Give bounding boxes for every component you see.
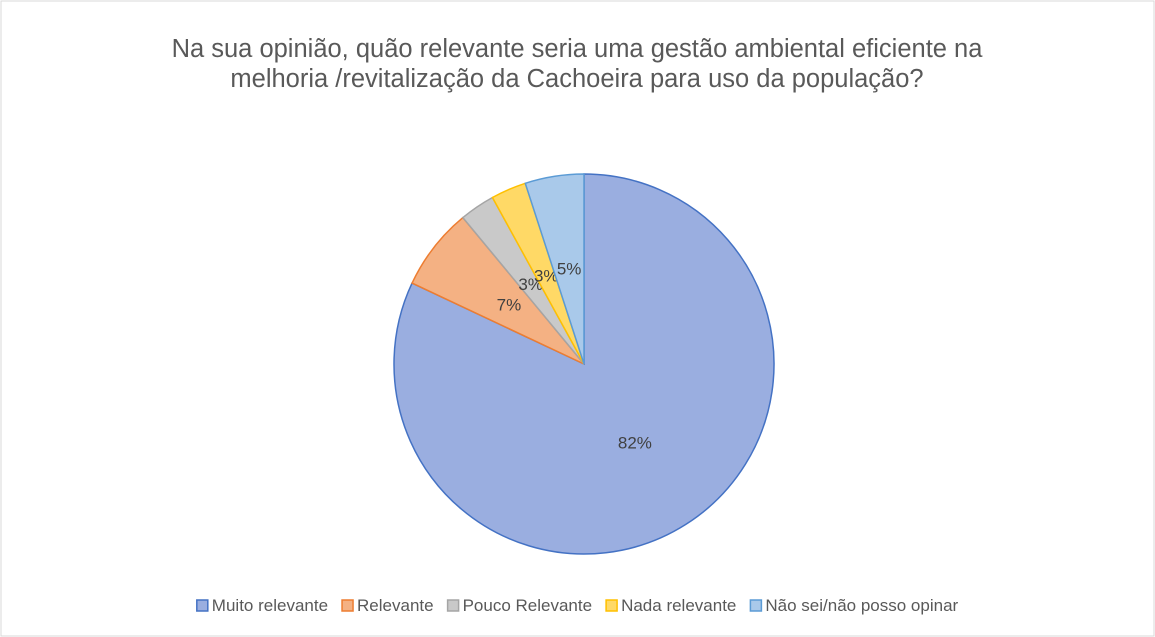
- legend-marker: [749, 599, 763, 612]
- data-label: 82%: [618, 434, 652, 453]
- data-label: 5%: [557, 260, 582, 279]
- legend-marker: [196, 599, 209, 612]
- legend-label: Pouco Relevante: [463, 596, 592, 615]
- legend-marker: [605, 599, 618, 612]
- legend-label: Nada relevante: [621, 596, 736, 615]
- legend-marker: [341, 599, 354, 612]
- chart-title: Na sua opinião, quão relevante seria uma…: [171, 35, 983, 93]
- data-label: 3%: [534, 266, 559, 285]
- pie-slice: [524, 173, 585, 365]
- legend-label: Muito relevante: [212, 596, 328, 615]
- legend-label: Relevante: [357, 596, 434, 615]
- legend-marker: [446, 599, 460, 612]
- legend-label: Não sei/não posso opinar: [765, 596, 958, 615]
- data-label: 3%: [518, 275, 543, 294]
- data-label: 7%: [497, 295, 522, 314]
